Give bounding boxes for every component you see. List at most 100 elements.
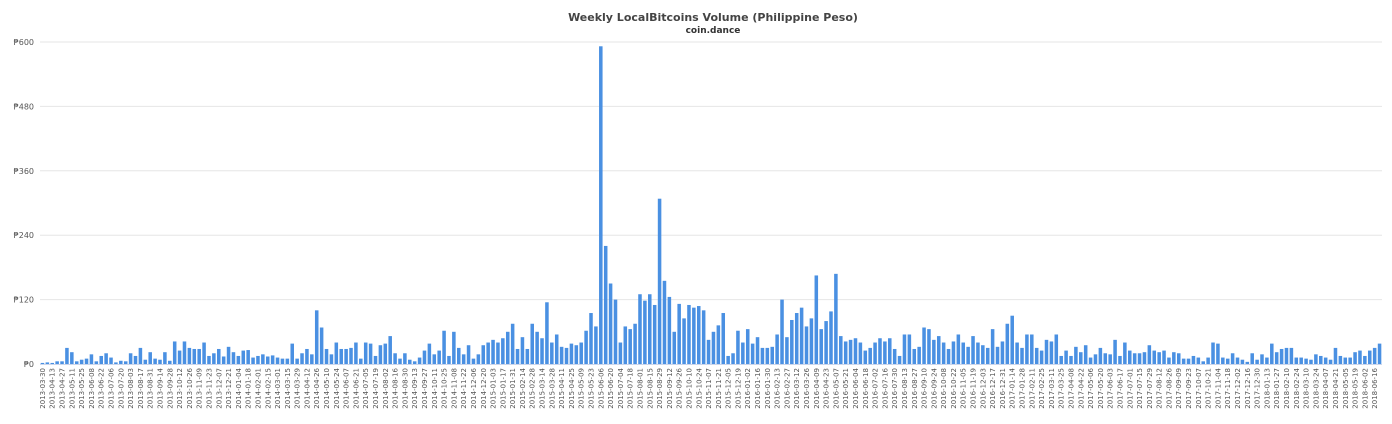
bar-85 xyxy=(457,347,461,364)
x-tick-label: 2015-05-23 xyxy=(588,368,596,409)
bar-10 xyxy=(89,354,94,364)
x-tick-label: 2014-02-01 xyxy=(254,368,262,409)
bar-73 xyxy=(398,358,402,364)
bar-255 xyxy=(1289,347,1294,364)
x-tick-label: 2013-11-09 xyxy=(196,368,204,409)
x-tick-label: 2017-06-17 xyxy=(1116,368,1124,409)
x-tick-label: 2014-03-01 xyxy=(274,368,282,409)
x-tick-label: 2013-04-27 xyxy=(59,368,67,409)
bar-223 xyxy=(1132,353,1137,364)
x-tick-label: 2016-02-13 xyxy=(774,368,782,409)
bar-179 xyxy=(917,346,921,364)
bar-158 xyxy=(814,275,819,364)
x-tick-label: 2013-08-31 xyxy=(147,368,155,409)
x-tick-label: 2013-05-25 xyxy=(78,368,86,409)
x-tick-label: 2016-11-05 xyxy=(960,368,968,409)
bar-180 xyxy=(922,327,926,364)
x-tick-label: 2015-08-01 xyxy=(636,368,644,409)
x-tick-label: 2014-03-15 xyxy=(284,368,292,409)
bar-0 xyxy=(40,362,45,364)
bar-239 xyxy=(1211,342,1215,364)
bar-253 xyxy=(1279,348,1284,364)
bar-263 xyxy=(1328,359,1333,364)
bar-240 xyxy=(1216,343,1220,364)
x-tick-label: 2017-03-25 xyxy=(1058,368,1066,409)
x-tick-label: 2014-05-10 xyxy=(323,368,331,409)
x-tick-label: 2016-08-27 xyxy=(911,368,919,409)
bar-171 xyxy=(878,338,882,364)
bar-57 xyxy=(319,327,324,364)
bar-61 xyxy=(339,348,343,364)
bar-65 xyxy=(359,358,363,364)
bar-273 xyxy=(1377,343,1382,364)
bar-201 xyxy=(1025,334,1029,364)
bar-196 xyxy=(1000,341,1005,364)
x-tick-label: 2013-09-28 xyxy=(166,368,174,409)
bar-5 xyxy=(65,347,69,364)
bar-55 xyxy=(310,354,314,364)
bar-184 xyxy=(941,342,946,364)
bar-152 xyxy=(785,337,789,364)
bar-53 xyxy=(300,353,304,364)
bar-24 xyxy=(158,359,162,364)
bar-166 xyxy=(853,338,858,364)
bar-130 xyxy=(677,303,681,364)
x-tick-label: 2017-02-11 xyxy=(1028,368,1036,409)
x-tick-label: 2017-12-16 xyxy=(1244,367,1252,408)
bar-110 xyxy=(579,342,583,364)
x-tick-label: 2016-07-16 xyxy=(881,367,889,408)
x-tick-label: 2015-07-18 xyxy=(627,368,635,409)
bar-44 xyxy=(256,355,260,364)
bar-81 xyxy=(437,350,441,364)
bar-214 xyxy=(1088,357,1093,364)
bar-140 xyxy=(726,355,730,364)
bar-191 xyxy=(976,342,980,364)
bar-106 xyxy=(559,346,564,364)
bar-211 xyxy=(1074,346,1078,364)
bar-203 xyxy=(1034,347,1039,364)
bar-101 xyxy=(535,331,539,364)
bar-202 xyxy=(1030,334,1034,364)
bar-221 xyxy=(1123,342,1127,364)
x-tick-label: 2014-11-08 xyxy=(450,368,458,409)
bar-269 xyxy=(1358,350,1362,364)
bar-25 xyxy=(163,352,167,364)
bar-177 xyxy=(907,334,912,364)
x-tick-label: 2016-08-13 xyxy=(901,368,909,409)
x-tick-label: 2017-06-03 xyxy=(1107,368,1115,409)
bar-48 xyxy=(275,357,280,364)
bar-150 xyxy=(775,334,779,364)
bar-8 xyxy=(79,359,84,364)
bar-13 xyxy=(104,353,108,364)
bar-251 xyxy=(1270,343,1274,364)
bar-93 xyxy=(496,342,500,364)
bar-49 xyxy=(280,358,285,364)
bar-94 xyxy=(501,338,505,364)
bar-117 xyxy=(613,299,618,364)
bar-237 xyxy=(1201,361,1205,364)
bar-18 xyxy=(128,353,133,364)
x-tick-label: 2017-10-07 xyxy=(1195,368,1203,409)
x-tick-label: 2016-03-26 xyxy=(803,367,811,408)
bar-108 xyxy=(569,343,574,364)
bar-7 xyxy=(74,361,79,364)
bar-21 xyxy=(143,359,148,364)
x-tick-label: 2013-07-20 xyxy=(117,368,125,409)
bar-178 xyxy=(912,348,917,364)
bar-112 xyxy=(589,313,593,364)
bar-142 xyxy=(736,330,740,364)
x-tick-label: 2014-01-04 xyxy=(235,367,243,408)
x-tick-label: 2014-08-16 xyxy=(392,367,400,408)
x-tick-label: 2015-10-10 xyxy=(685,368,693,409)
bar-215 xyxy=(1093,354,1098,364)
bar-104 xyxy=(550,342,554,364)
bar-39 xyxy=(231,352,236,364)
bar-170 xyxy=(873,342,877,364)
x-tick-label: 2017-07-01 xyxy=(1126,368,1134,409)
bar-34 xyxy=(207,355,211,364)
x-tick-label: 2013-11-23 xyxy=(205,368,213,409)
bar-244 xyxy=(1235,357,1240,364)
bar-12 xyxy=(99,355,103,364)
bar-105 xyxy=(554,334,559,364)
y-tick-label-120: ₱120 xyxy=(14,296,34,305)
